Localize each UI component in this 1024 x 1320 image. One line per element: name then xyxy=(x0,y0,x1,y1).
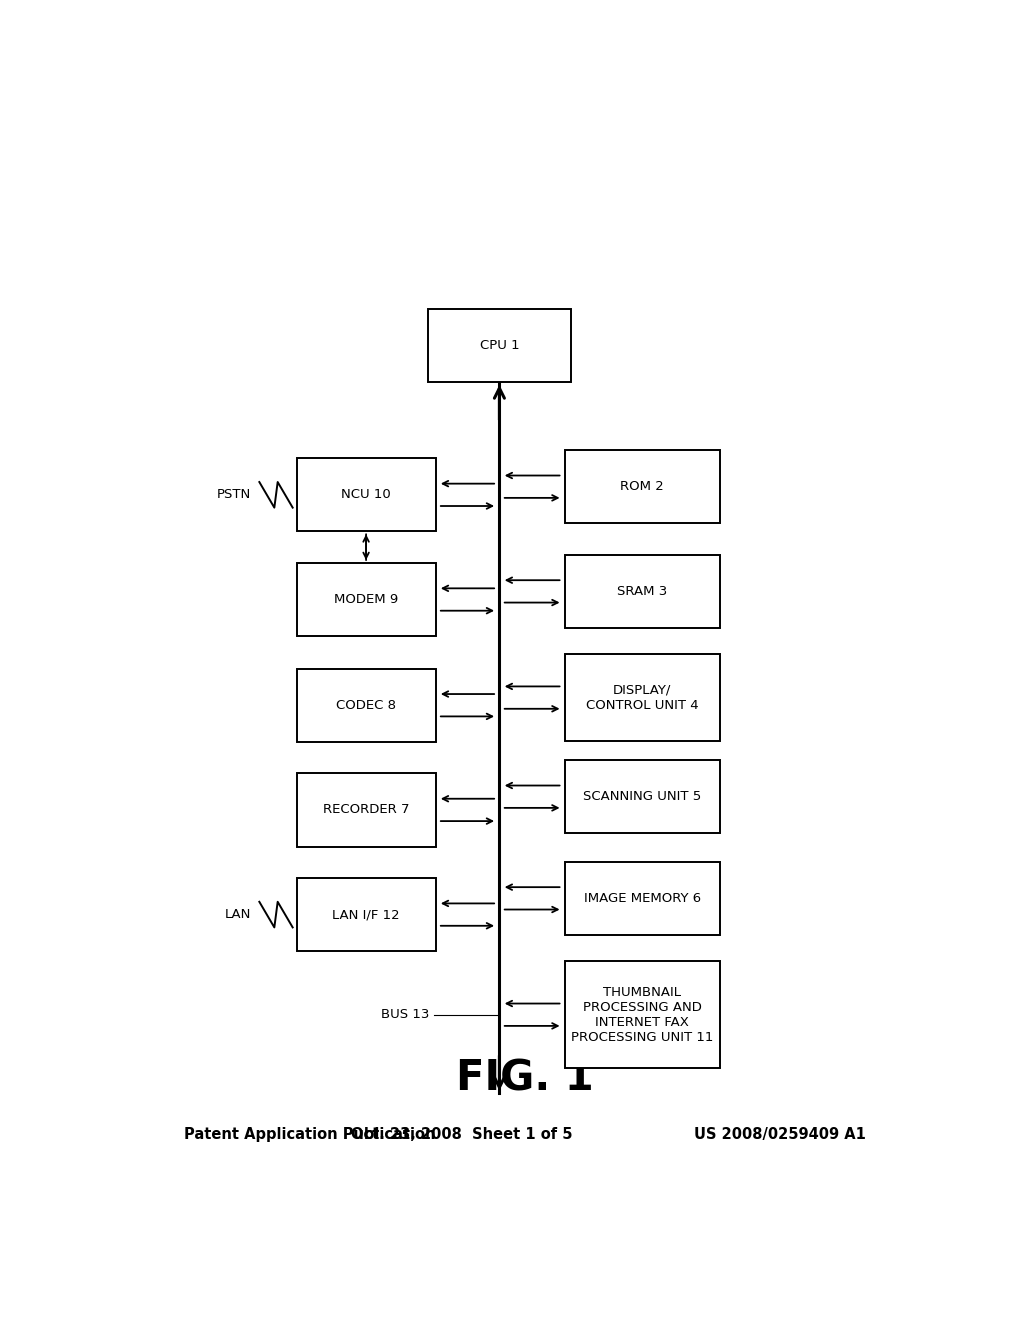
Text: SRAM 3: SRAM 3 xyxy=(617,585,668,598)
Text: LAN I/F 12: LAN I/F 12 xyxy=(332,908,400,921)
Text: PSTN: PSTN xyxy=(217,488,252,502)
Text: IMAGE MEMORY 6: IMAGE MEMORY 6 xyxy=(584,892,700,904)
Text: FIG. 1: FIG. 1 xyxy=(456,1057,594,1100)
Bar xyxy=(428,309,570,381)
Bar xyxy=(565,554,720,628)
Text: RECORDER 7: RECORDER 7 xyxy=(323,804,410,816)
Text: DISPLAY/
CONTROL UNIT 4: DISPLAY/ CONTROL UNIT 4 xyxy=(586,684,698,711)
Text: SCANNING UNIT 5: SCANNING UNIT 5 xyxy=(583,791,701,803)
Text: THUMBNAIL
PROCESSING AND
INTERNET FAX
PROCESSING UNIT 11: THUMBNAIL PROCESSING AND INTERNET FAX PR… xyxy=(571,986,714,1044)
Bar xyxy=(565,655,720,741)
Text: NCU 10: NCU 10 xyxy=(341,488,391,502)
Bar xyxy=(565,862,720,935)
Text: CPU 1: CPU 1 xyxy=(479,339,519,352)
Text: LAN: LAN xyxy=(225,908,252,921)
Bar xyxy=(297,774,435,846)
Bar xyxy=(297,669,435,742)
Bar xyxy=(565,961,720,1068)
Text: BUS 13: BUS 13 xyxy=(381,1008,430,1022)
Bar xyxy=(297,562,435,636)
Text: Oct. 23, 2008  Sheet 1 of 5: Oct. 23, 2008 Sheet 1 of 5 xyxy=(350,1127,572,1142)
Bar xyxy=(297,458,435,532)
Text: MODEM 9: MODEM 9 xyxy=(334,593,398,606)
Text: ROM 2: ROM 2 xyxy=(621,480,665,494)
Bar xyxy=(297,878,435,952)
Bar xyxy=(565,450,720,523)
Text: CODEC 8: CODEC 8 xyxy=(336,698,396,711)
Bar xyxy=(565,760,720,833)
Text: US 2008/0259409 A1: US 2008/0259409 A1 xyxy=(694,1127,866,1142)
Text: Patent Application Publication: Patent Application Publication xyxy=(183,1127,435,1142)
